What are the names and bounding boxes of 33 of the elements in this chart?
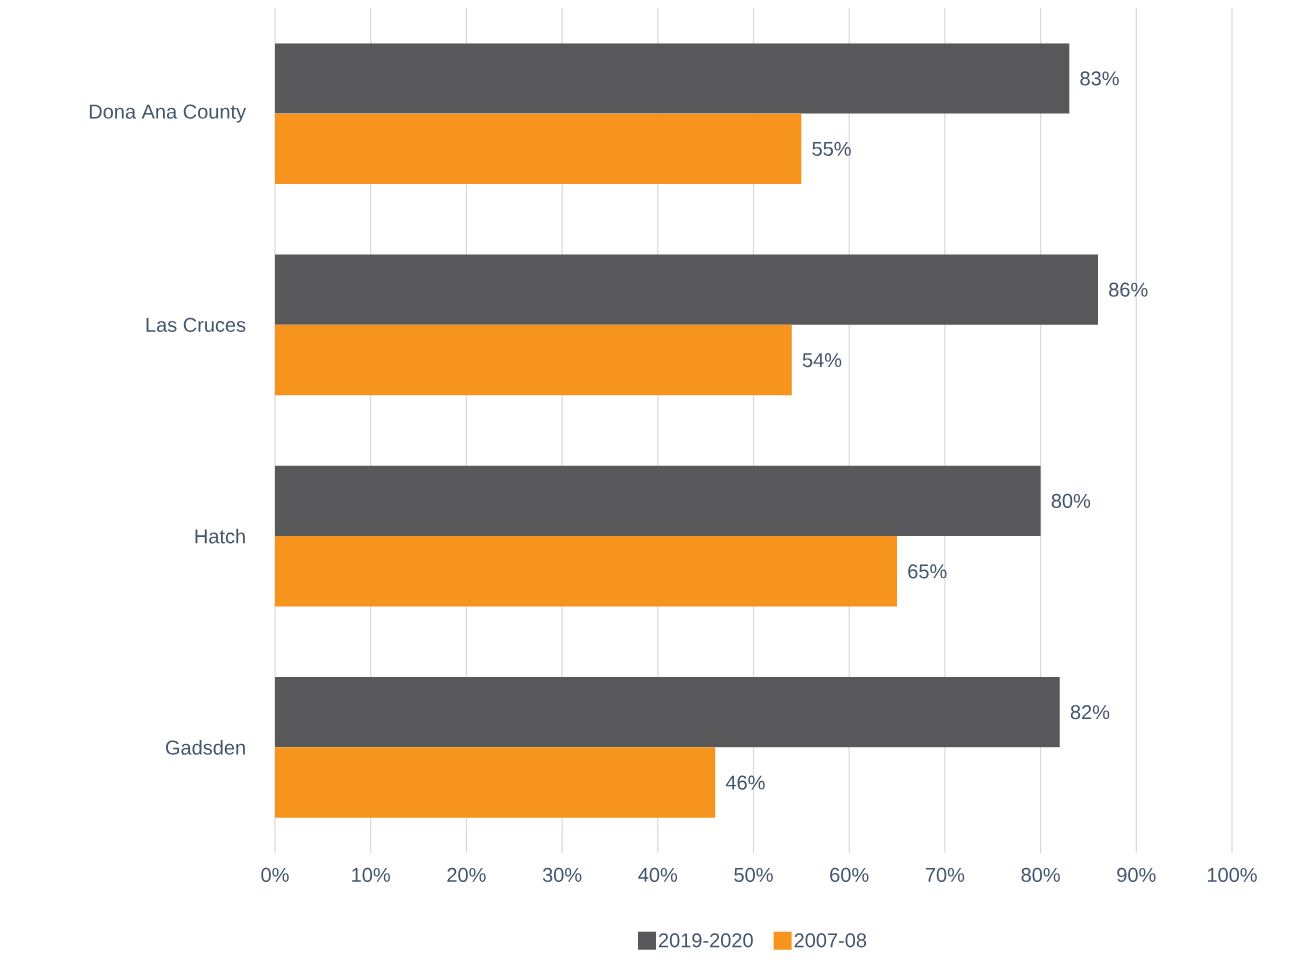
data-label: 65% <box>908 564 947 579</box>
x-tick-label: 40% <box>638 867 678 883</box>
bar <box>275 113 802 185</box>
data-label: 86% <box>1109 282 1148 297</box>
x-tick-label: 60% <box>830 867 869 883</box>
data-label: 54% <box>802 353 842 368</box>
bar <box>275 747 716 818</box>
x-tick-label: 20% <box>447 867 486 883</box>
bar <box>275 536 898 607</box>
x-tick-label: 10% <box>352 867 390 883</box>
legend-label: 2007-08 <box>794 933 867 948</box>
y-tick-label: Hatch <box>195 528 245 544</box>
x-tick-label: 0% <box>261 867 289 883</box>
x-tick-label: 70% <box>925 867 965 883</box>
bar <box>275 43 1070 114</box>
x-tick-label: 90% <box>1117 867 1156 883</box>
bar <box>275 676 1060 748</box>
legend-label: 2019-2020 <box>658 933 753 948</box>
y-tick-label: Dona Ana County <box>89 104 247 123</box>
data-label: 80% <box>1051 493 1091 508</box>
data-label: 82% <box>1070 705 1110 720</box>
bar <box>275 254 1099 325</box>
y-tick-label: Gadsden <box>165 740 245 755</box>
x-tick-label: 80% <box>1021 867 1060 883</box>
x-tick-label: 30% <box>542 867 582 883</box>
bar <box>275 465 1041 537</box>
data-label: 46% <box>725 775 765 790</box>
x-tick-label: 100% <box>1207 867 1257 883</box>
x-tick-label: 50% <box>734 867 773 883</box>
y-tick-label: Las Cruces <box>146 317 246 332</box>
bar <box>275 324 792 396</box>
data-label: 55% <box>812 141 851 156</box>
data-label: 83% <box>1080 71 1119 86</box>
